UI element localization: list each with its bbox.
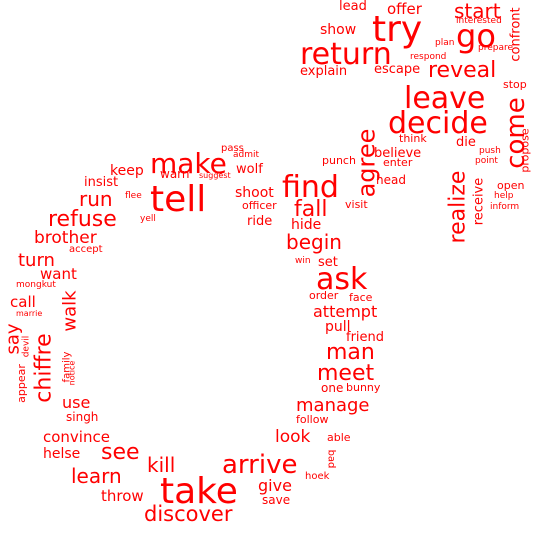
word: stop <box>503 78 527 91</box>
word: devil <box>21 335 32 358</box>
word: reveal <box>428 58 497 83</box>
word: mongkut <box>16 280 56 290</box>
word: escape <box>374 62 421 77</box>
word: take <box>160 471 238 512</box>
word: refuse <box>48 207 117 232</box>
word: ride <box>247 214 273 229</box>
word: yell <box>140 214 156 224</box>
word: walk <box>59 290 81 332</box>
word: plan <box>435 38 455 48</box>
word: admit <box>233 150 260 160</box>
word: lead <box>339 0 367 14</box>
word: open <box>497 179 525 192</box>
word: punch <box>322 154 356 167</box>
word: give <box>258 476 292 495</box>
word: show <box>320 22 357 38</box>
word: win <box>295 256 311 266</box>
word: find <box>282 170 339 205</box>
word: fall <box>294 197 328 222</box>
word: point <box>475 156 498 166</box>
word: attempt <box>313 302 378 321</box>
word: insist <box>84 175 119 190</box>
word: manage <box>296 395 370 416</box>
word: run <box>79 187 113 211</box>
word: push <box>479 146 501 156</box>
word: inform <box>490 202 520 212</box>
word: suggest <box>199 171 231 180</box>
word: convince <box>43 428 110 446</box>
word: realize <box>445 170 471 244</box>
word: warn <box>160 167 190 181</box>
word: meet <box>317 361 375 386</box>
word: one <box>321 381 344 395</box>
word: ask <box>316 262 368 297</box>
word: learn <box>71 464 122 488</box>
word: hide <box>291 217 322 233</box>
word: say <box>2 323 24 355</box>
word: discover <box>144 502 233 526</box>
word: turn <box>18 250 55 271</box>
word: offer <box>387 0 422 18</box>
word: confront <box>508 7 524 62</box>
word: friend <box>346 330 385 345</box>
word: accept <box>69 244 103 255</box>
word: use <box>62 393 91 412</box>
word: able <box>327 431 351 444</box>
word: head <box>376 173 406 187</box>
word: set <box>318 255 338 270</box>
word: agree <box>352 128 381 198</box>
word: believe <box>374 146 422 161</box>
word: marrie <box>16 309 43 318</box>
word: chiffre <box>31 333 57 403</box>
word: man <box>326 340 375 365</box>
word: help <box>494 191 514 201</box>
word: explain <box>300 64 348 79</box>
word: notice <box>67 360 77 386</box>
word: want <box>40 265 77 283</box>
word: make <box>150 147 227 180</box>
word: brother <box>34 228 97 248</box>
word: arrive <box>222 450 298 480</box>
word: call <box>10 293 36 311</box>
word: return <box>300 37 392 72</box>
word: bunny <box>346 381 381 394</box>
word: enter <box>383 156 413 169</box>
word: keep <box>110 163 144 179</box>
word: follow <box>296 413 329 426</box>
word: think <box>399 132 427 145</box>
word: respond <box>410 52 447 62</box>
word: shoot <box>235 185 274 201</box>
word: flee <box>125 191 142 201</box>
word: look <box>275 427 311 447</box>
word: interested <box>456 16 502 26</box>
word: appear <box>14 364 28 403</box>
word: visit <box>345 198 368 211</box>
word: order <box>309 289 339 302</box>
word: bad <box>325 449 337 469</box>
word: leave <box>404 81 486 116</box>
word: helse <box>43 446 81 462</box>
word: kill <box>147 453 176 477</box>
word: wolf <box>236 162 263 177</box>
word: save <box>262 493 291 507</box>
word: prepare <box>478 43 514 53</box>
word: start <box>454 0 501 23</box>
word: begin <box>286 230 342 254</box>
word: die <box>456 135 476 150</box>
word: hoek <box>305 471 330 482</box>
word: throw <box>101 487 144 505</box>
word: see <box>101 440 140 465</box>
word: decide <box>388 106 488 141</box>
word: tell <box>150 179 207 220</box>
word: pull <box>325 319 351 335</box>
word: go <box>456 17 496 55</box>
word: try <box>372 9 423 50</box>
word: propose <box>518 128 532 173</box>
word: receive <box>471 177 487 226</box>
word: officer <box>242 199 277 212</box>
word: pass <box>221 143 244 154</box>
word: singh <box>66 410 99 424</box>
word: face <box>349 291 373 304</box>
